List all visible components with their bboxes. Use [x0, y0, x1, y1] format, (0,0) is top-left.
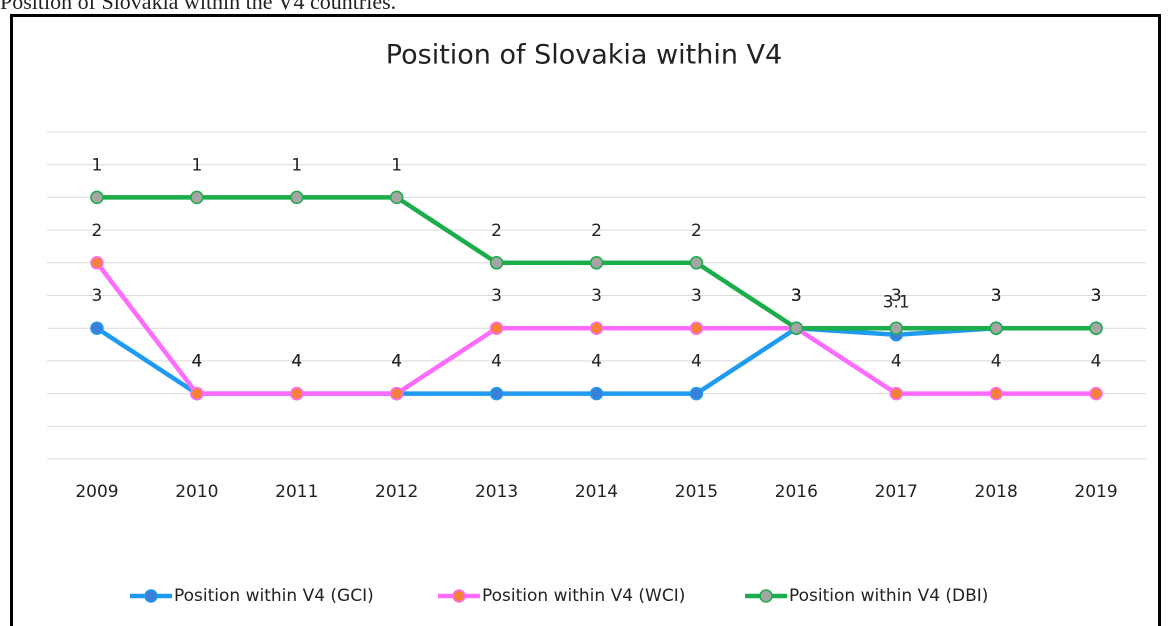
- data-label: 4: [691, 352, 702, 372]
- data-label: 4: [291, 352, 302, 372]
- data-label: 1: [92, 155, 103, 175]
- data-label: 3: [991, 286, 1002, 306]
- data-label: 3: [791, 286, 802, 306]
- data-label: 4: [491, 352, 502, 372]
- data-label: 3: [791, 286, 802, 306]
- point: [290, 386, 304, 401]
- data-label: 2: [491, 221, 502, 241]
- x-tick-label: 2012: [375, 482, 418, 502]
- x-tick-label: 2013: [475, 482, 518, 502]
- point: [290, 190, 304, 205]
- data-label: 1: [191, 155, 202, 175]
- x-tick-label: 2018: [975, 482, 1018, 502]
- legend-label: Position within V4 (WCI): [482, 586, 685, 606]
- x-tick-label: 2016: [775, 482, 818, 502]
- data-label: 3: [691, 286, 702, 306]
- data-label: 1: [291, 155, 302, 175]
- point: [190, 386, 204, 401]
- x-tick-label: 2009: [75, 482, 118, 502]
- data-label: 3.1: [883, 293, 910, 313]
- point: [589, 256, 604, 270]
- point: [689, 321, 704, 335]
- x-tick-label: 2019: [1074, 482, 1117, 502]
- x-tick-label: 2011: [275, 482, 318, 502]
- point: [589, 321, 604, 335]
- data-label: 2: [591, 221, 602, 241]
- point: [489, 256, 504, 270]
- point: [589, 386, 604, 401]
- point: [389, 190, 404, 205]
- chart-title: Position of Slovakia within V4: [386, 40, 782, 71]
- data-label: 4: [891, 352, 902, 372]
- point: [90, 321, 104, 335]
- data-label: 4: [591, 352, 602, 372]
- data-label: 3: [891, 286, 902, 306]
- data-label: 3: [491, 286, 502, 306]
- point: [789, 321, 804, 335]
- data-label: 3: [991, 286, 1002, 306]
- x-tick-label: 2014: [575, 482, 618, 502]
- legend-label: Position within V4 (DBI): [789, 586, 988, 606]
- data-label: 4: [391, 352, 402, 372]
- x-tick-label: 2017: [875, 482, 918, 502]
- point: [190, 190, 204, 205]
- point: [1089, 321, 1103, 335]
- caption: Position of Slovakia within the V4 count…: [0, 0, 396, 14]
- point: [689, 386, 704, 401]
- data-label: 3: [791, 286, 802, 306]
- point: [689, 256, 704, 270]
- data-label: 4: [391, 352, 402, 372]
- legend-marker: [759, 589, 773, 603]
- data-label: 4: [291, 352, 302, 372]
- point: [489, 386, 504, 401]
- legend-marker: [452, 589, 466, 603]
- data-label: 2: [691, 221, 702, 241]
- point: [90, 190, 104, 205]
- data-label: 4: [1091, 352, 1102, 372]
- x-tick-label: 2010: [175, 482, 218, 502]
- point: [889, 386, 903, 401]
- point: [989, 386, 1003, 401]
- point: [90, 256, 104, 270]
- point: [889, 321, 903, 335]
- data-label: 2: [92, 221, 103, 241]
- point: [1089, 386, 1103, 401]
- data-label: 1: [391, 155, 402, 175]
- chart-border: [10, 14, 1161, 626]
- data-label: 4: [191, 352, 202, 372]
- point: [489, 321, 504, 335]
- x-tick-label: 2015: [675, 482, 718, 502]
- point: [989, 321, 1003, 335]
- point: [389, 386, 404, 401]
- data-label: 3: [1091, 286, 1102, 306]
- data-label: 3: [591, 286, 602, 306]
- data-label: 4: [991, 352, 1002, 372]
- data-label: 3: [1091, 286, 1102, 306]
- data-label: 3: [92, 286, 103, 306]
- legend-marker: [144, 589, 158, 603]
- legend-label: Position within V4 (GCI): [174, 586, 374, 606]
- data-label: 4: [191, 352, 202, 372]
